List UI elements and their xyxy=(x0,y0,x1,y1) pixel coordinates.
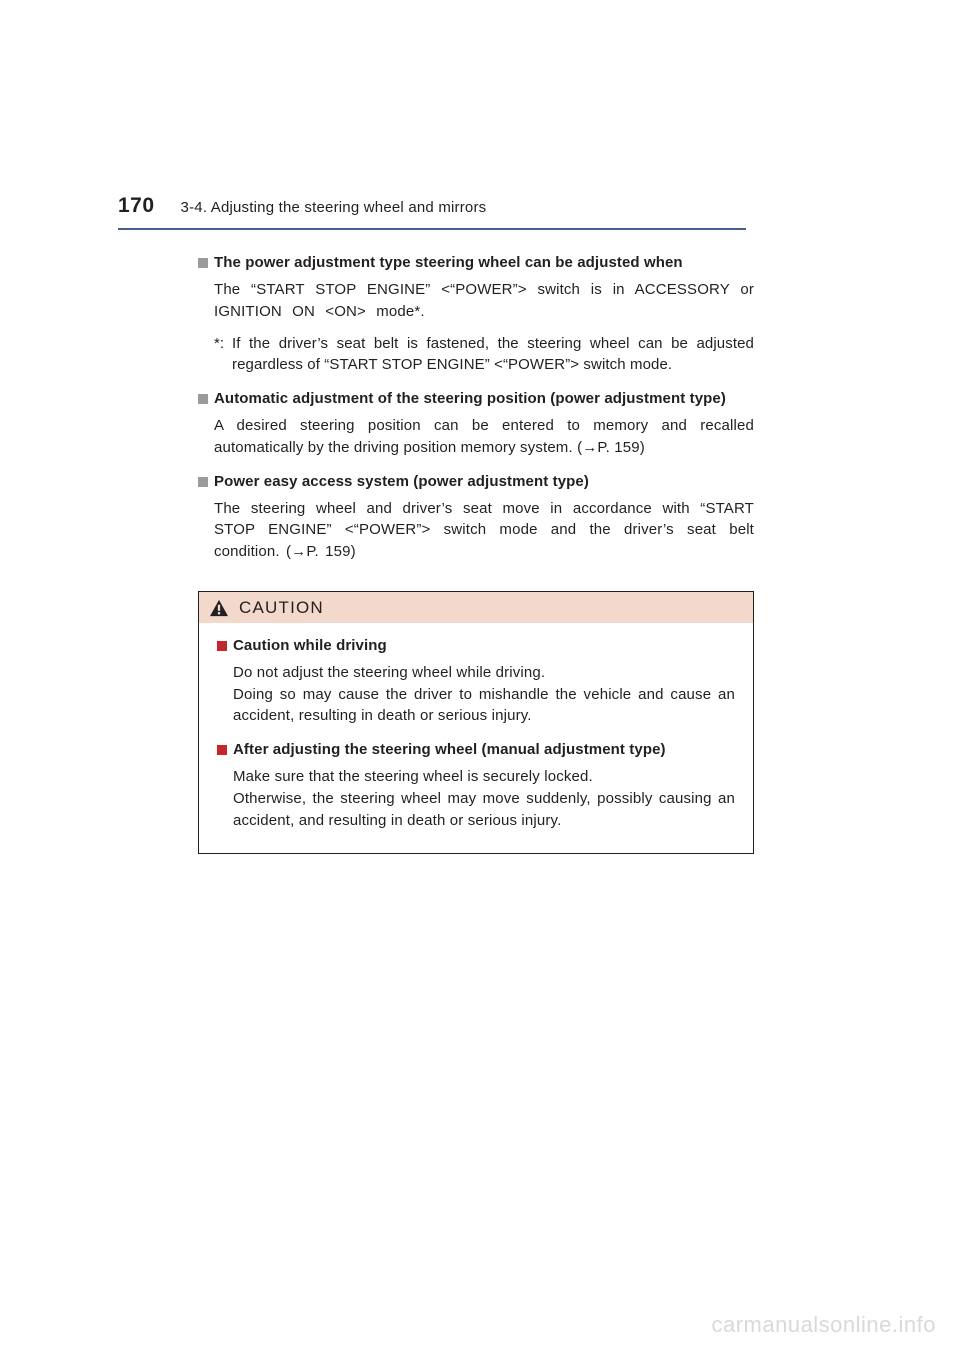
bullet-square-icon xyxy=(198,394,208,404)
caution-item-2: After adjusting the steering wheel (manu… xyxy=(217,741,735,831)
footnote-mark: *: xyxy=(214,333,232,377)
bullet-square-red-icon xyxy=(217,745,227,755)
caution-item-2-heading-row: After adjusting the steering wheel (manu… xyxy=(217,741,735,758)
section-title: 3-4. Adjusting the steering wheel and mi… xyxy=(181,199,487,216)
caution-item-1-heading: Caution while driving xyxy=(233,637,387,654)
caution-body: Caution while driving Do not adjust the … xyxy=(199,623,753,854)
bullet-square-icon xyxy=(198,477,208,487)
section-1-heading: The power adjustment type steering wheel… xyxy=(214,254,683,271)
page: 170 3-4. Adjusting the steering wheel an… xyxy=(0,0,960,1358)
section-2: Automatic adjustment of the steering pos… xyxy=(198,390,754,459)
section-3-heading: Power easy access system (power adjustme… xyxy=(214,473,589,490)
section-1-heading-row: The power adjustment type steering wheel… xyxy=(198,254,754,271)
section-1-body: The “START STOP ENGINE” <“POWER”> switch… xyxy=(214,279,754,323)
caution-item-1-heading-row: Caution while driving xyxy=(217,637,735,654)
bullet-square-red-icon xyxy=(217,641,227,651)
page-header: 170 3-4. Adjusting the steering wheel an… xyxy=(118,194,848,218)
caution-item-1: Caution while driving Do not adjust the … xyxy=(217,637,735,727)
bullet-square-icon xyxy=(198,258,208,268)
section-3: Power easy access system (power adjustme… xyxy=(198,473,754,563)
section-3-body: The steering wheel and driver’s seat mov… xyxy=(214,498,754,563)
section-1-footnote: *: If the driver’s seat belt is fastened… xyxy=(214,333,754,377)
caution-item-2-heading: After adjusting the steering wheel (manu… xyxy=(233,741,666,758)
warning-icon xyxy=(209,599,229,617)
section-2-heading-row: Automatic adjustment of the steering pos… xyxy=(198,390,754,407)
section-3-heading-row: Power easy access system (power adjustme… xyxy=(198,473,754,490)
page-number: 170 xyxy=(118,194,155,218)
caution-header: CAUTION xyxy=(199,592,753,623)
section-2-heading: Automatic adjustment of the steering pos… xyxy=(214,390,726,407)
caution-box: CAUTION Caution while driving Do not adj… xyxy=(198,591,754,855)
content-area: The power adjustment type steering wheel… xyxy=(198,254,754,854)
section-2-body: A desired steering position can be enter… xyxy=(214,415,754,459)
footnote-text: If the driver’s seat belt is fastened, t… xyxy=(232,333,754,377)
caution-item-1-body: Do not adjust the steering wheel while d… xyxy=(233,662,735,727)
watermark: carmanualsonline.info xyxy=(711,1312,936,1338)
header-rule xyxy=(118,228,746,230)
caution-item-2-body: Make sure that the steering wheel is sec… xyxy=(233,766,735,831)
caution-title: CAUTION xyxy=(239,598,324,618)
